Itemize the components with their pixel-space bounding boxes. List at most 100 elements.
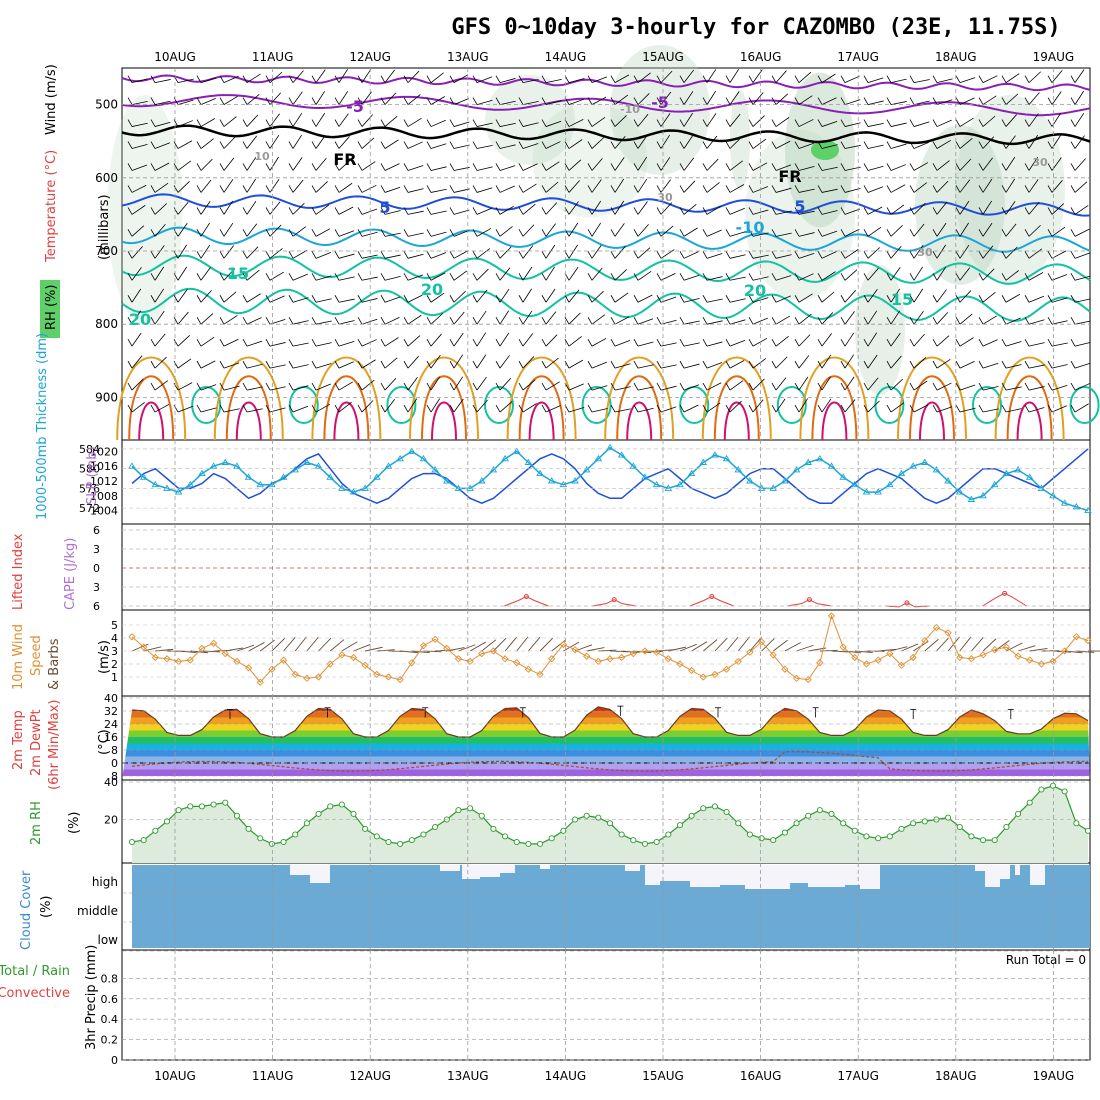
wind-barb <box>131 378 144 391</box>
x-tick-label-bottom: 11AUG <box>252 1069 294 1083</box>
pbl-contour <box>421 375 467 441</box>
wind-barb-flag <box>610 207 616 215</box>
wind-barb-flag <box>817 97 823 105</box>
wind-barb-flag <box>472 163 478 171</box>
wind-barb <box>890 184 906 193</box>
rh-marker <box>746 831 753 838</box>
wind-barb-flag <box>587 229 593 237</box>
wind-barb <box>706 320 723 325</box>
wind-barb-flag <box>449 251 455 259</box>
pbl-contour <box>128 375 175 441</box>
wind-barb-flag <box>702 185 708 193</box>
wind-barb-flag <box>656 207 662 215</box>
wind-barb <box>154 162 170 171</box>
wind-barb-flag <box>1001 338 1007 347</box>
wind-barb-flag <box>564 185 570 193</box>
wind-speed-marker <box>1014 652 1022 660</box>
wind-barb-flag <box>1024 338 1030 347</box>
wind-barb <box>384 357 398 369</box>
rh-marker <box>956 823 963 831</box>
wind-barb-flag <box>1024 97 1030 105</box>
wind-barb <box>361 298 378 303</box>
wind-barb <box>821 312 834 325</box>
wind-barb <box>1005 408 1022 413</box>
wind-barb-flag <box>449 119 455 127</box>
wind-barb <box>177 181 190 193</box>
wind-barb <box>1051 297 1068 303</box>
wind-barb-flag <box>495 338 501 347</box>
wind-barb <box>775 232 792 237</box>
wind-barb <box>706 205 721 215</box>
pbl-contour <box>1016 401 1043 441</box>
wind-barb-10m <box>959 636 972 652</box>
wind-barb <box>706 90 716 105</box>
wind-barb <box>867 289 878 303</box>
wind-barb-flag <box>242 251 248 259</box>
lifted-index-marker <box>806 597 812 603</box>
wind-barb-10m <box>353 643 371 652</box>
wind-barb <box>1028 342 1045 347</box>
wind-barb-flag <box>702 163 708 171</box>
wind-barb-flag <box>1024 75 1030 83</box>
wind-barb <box>1074 135 1085 149</box>
wind-barb <box>315 252 332 259</box>
wind-barb <box>430 143 447 149</box>
wind-barb-flag <box>518 185 524 193</box>
wind-barb <box>637 318 654 325</box>
wind-speed-marker <box>419 642 428 650</box>
wind-barb <box>177 358 192 369</box>
wind-barb <box>798 334 811 347</box>
pbl-contour <box>138 401 165 441</box>
wind-speed-marker <box>291 670 299 679</box>
wind-barb-10m <box>225 647 244 652</box>
wind-barb <box>269 113 280 127</box>
wind-barb <box>522 379 536 391</box>
wind-speed-marker <box>524 665 533 673</box>
wind-barb-flag <box>702 338 708 347</box>
wind-barb-flag <box>564 338 570 347</box>
lifted-index-marker <box>709 594 715 599</box>
wind-speed-marker <box>687 666 696 675</box>
wind-barb <box>1005 223 1017 237</box>
wind-barb <box>1051 91 1062 105</box>
wind-barb-flag <box>403 338 409 347</box>
precip-y-tick: 0.8 <box>101 972 119 985</box>
rh-marker <box>210 801 217 808</box>
wind-barb-flag <box>311 97 317 105</box>
wind-barb-10m <box>749 637 762 652</box>
lifted-index-marker <box>1002 590 1008 596</box>
wind-barb-flag <box>1001 317 1007 325</box>
wind-barb <box>913 121 930 127</box>
wind-barb-flag <box>403 229 409 237</box>
wind-barb <box>223 200 233 215</box>
wind-barb <box>292 320 309 325</box>
wind-barb-flag <box>955 163 961 171</box>
wind-barb-10m <box>936 637 950 652</box>
wind-barb-flag <box>380 229 386 237</box>
wind-barb-flag <box>863 382 869 391</box>
wind-barb <box>591 385 608 391</box>
slp-marker <box>244 473 253 480</box>
x-tick-label-bottom: 16AUG <box>740 1069 782 1083</box>
wind-barb-flag <box>403 360 409 369</box>
wind-barb <box>821 398 832 413</box>
cloud-high-gap <box>290 865 310 875</box>
wind-barb <box>223 178 234 193</box>
temp-contour--5 <box>121 94 1091 117</box>
wind-barb <box>200 179 212 193</box>
wind-barb <box>476 76 493 84</box>
wind-barb <box>890 378 903 391</box>
li-y-tick: 3 <box>93 581 100 594</box>
wind-barb <box>568 159 582 171</box>
x-tick-label-top: 17AUG <box>837 50 879 64</box>
wind-barb-flag <box>472 141 478 149</box>
wind-barb <box>752 378 765 391</box>
wind-barb <box>223 222 234 237</box>
wind-barb-flag <box>495 251 501 259</box>
wind-barb <box>614 269 628 281</box>
rh-marker <box>140 837 147 844</box>
wind-barb <box>131 164 148 171</box>
wind-barb-flag <box>633 273 639 281</box>
wind-barb-10m <box>306 636 319 652</box>
